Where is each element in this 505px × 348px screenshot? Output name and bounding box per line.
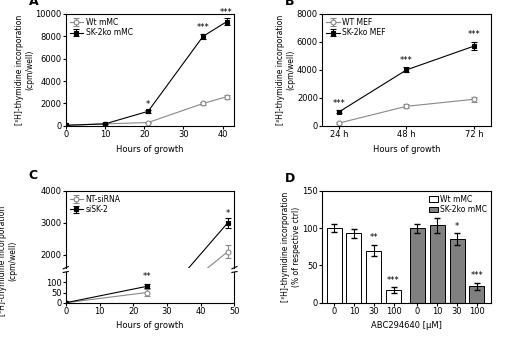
Legend: Wt mMC, SK-2ko mMC: Wt mMC, SK-2ko mMC	[70, 18, 132, 37]
Legend: NT-siRNA, siSK-2: NT-siRNA, siSK-2	[70, 195, 120, 214]
Text: ***: ***	[470, 271, 482, 280]
Text: B: B	[284, 0, 294, 8]
Text: D: D	[284, 172, 295, 185]
Text: ***: ***	[386, 276, 399, 285]
Y-axis label: [³H]-thymidine incorporation
(% of respective ctrl): [³H]-thymidine incorporation (% of respe…	[281, 192, 300, 302]
Text: A: A	[29, 0, 38, 8]
Text: [³H]-thymidine incorporation
(cpm/well): [³H]-thymidine incorporation (cpm/well)	[0, 206, 17, 316]
X-axis label: Hours of growth: Hours of growth	[116, 322, 183, 331]
Bar	[449, 239, 464, 303]
Text: ***: ***	[399, 56, 412, 65]
Text: **: **	[369, 233, 377, 242]
Bar	[366, 251, 380, 303]
Bar	[469, 286, 483, 303]
Bar	[385, 290, 400, 303]
Text: ***: ***	[332, 100, 345, 108]
Bar	[429, 225, 444, 303]
X-axis label: Hours of growth: Hours of growth	[116, 145, 183, 153]
Y-axis label: [³H]-thymidine incorporation
(cpm/well): [³H]-thymidine incorporation (cpm/well)	[15, 15, 34, 125]
Text: *: *	[146, 100, 150, 109]
Legend: Wt mMC, SK-2ko mMC: Wt mMC, SK-2ko mMC	[428, 195, 486, 214]
Text: ***: ***	[467, 30, 479, 39]
Legend: WT MEF, SK-2ko MEF: WT MEF, SK-2ko MEF	[325, 18, 385, 37]
Text: ***: ***	[220, 8, 232, 17]
Text: *: *	[225, 209, 229, 218]
Text: C: C	[29, 169, 38, 182]
Text: **: **	[142, 272, 150, 281]
Text: *: *	[454, 222, 459, 231]
Bar	[346, 234, 361, 303]
Bar	[326, 228, 341, 303]
Y-axis label: [³H]-thymidine incorporation
(cpm/well): [³H]-thymidine incorporation (cpm/well)	[276, 15, 295, 125]
X-axis label: Hours of growth: Hours of growth	[372, 145, 439, 153]
X-axis label: ABC294640 [μM]: ABC294640 [μM]	[370, 322, 441, 331]
Text: ***: ***	[196, 23, 209, 32]
Bar	[409, 228, 424, 303]
